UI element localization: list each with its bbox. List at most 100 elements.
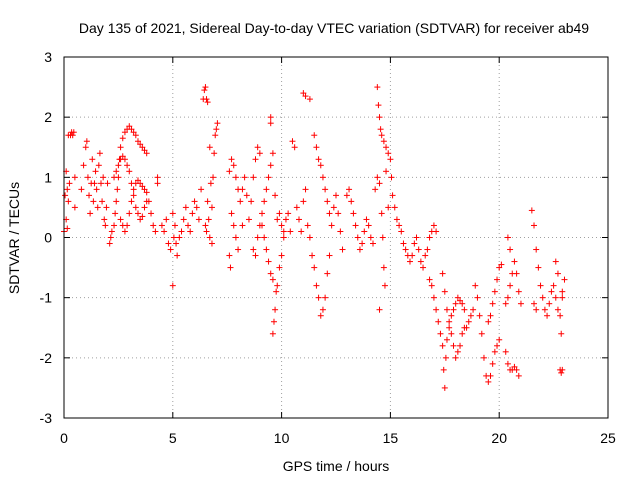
data-point	[454, 294, 461, 301]
data-point	[502, 300, 509, 307]
data-point	[106, 240, 113, 247]
data-point	[128, 198, 135, 205]
data-point	[326, 252, 333, 259]
data-point	[507, 282, 514, 289]
data-point	[62, 192, 69, 199]
data-point	[93, 186, 100, 193]
data-point	[494, 276, 501, 283]
data-point	[230, 162, 237, 169]
data-point	[559, 294, 566, 301]
data-point	[102, 222, 109, 229]
data-point	[137, 216, 144, 223]
data-point	[272, 192, 279, 199]
data-point	[276, 210, 283, 217]
data-point	[559, 288, 566, 295]
data-point	[498, 261, 505, 268]
data-point	[450, 342, 457, 349]
data-point	[66, 180, 73, 187]
data-point	[243, 192, 250, 199]
data-point	[263, 246, 270, 253]
data-point	[306, 234, 313, 241]
data-point	[161, 228, 168, 235]
data-point	[337, 228, 344, 235]
data-point	[64, 186, 71, 193]
data-points	[61, 84, 568, 391]
data-point	[448, 330, 455, 337]
data-point	[317, 312, 324, 319]
data-point	[446, 318, 453, 325]
data-point	[130, 192, 137, 199]
data-point	[531, 222, 538, 229]
y-axis-title: SDTVAR / TECUs	[6, 182, 22, 294]
data-point	[324, 270, 331, 277]
data-point	[465, 318, 472, 325]
data-point	[278, 252, 285, 259]
data-point	[457, 342, 464, 349]
data-point	[374, 174, 381, 181]
data-point	[267, 114, 274, 121]
data-point	[256, 150, 263, 157]
data-point	[145, 198, 152, 205]
data-point	[134, 138, 141, 145]
data-point	[130, 129, 137, 136]
data-point	[210, 174, 217, 181]
data-point	[206, 144, 213, 151]
data-point	[300, 90, 307, 97]
data-point	[352, 222, 359, 229]
data-point	[489, 300, 496, 307]
data-point	[269, 276, 276, 283]
data-point	[496, 264, 503, 271]
data-point	[128, 126, 135, 133]
data-point	[319, 174, 326, 181]
data-point	[437, 330, 444, 337]
data-point	[132, 132, 139, 139]
x-tick-label: 10	[274, 430, 290, 446]
data-point	[326, 210, 333, 217]
data-point	[263, 186, 270, 193]
data-point	[315, 156, 322, 163]
data-point	[361, 228, 368, 235]
data-point	[191, 198, 198, 205]
data-point	[71, 174, 78, 181]
data-point	[474, 294, 481, 301]
data-point	[114, 186, 121, 193]
data-point	[265, 174, 272, 181]
data-point	[439, 270, 446, 277]
data-point	[424, 246, 431, 253]
data-point	[333, 192, 339, 199]
data-point	[511, 363, 518, 370]
data-point	[378, 210, 385, 217]
data-point	[430, 294, 437, 301]
data-point	[328, 222, 335, 229]
data-point	[343, 192, 350, 199]
data-point	[103, 204, 110, 211]
data-point	[454, 348, 461, 355]
data-point	[550, 282, 557, 289]
data-point	[413, 234, 420, 241]
data-point	[82, 144, 89, 151]
data-point	[134, 210, 141, 217]
data-point	[278, 222, 285, 229]
data-point	[478, 330, 485, 337]
data-point	[548, 288, 555, 295]
data-point	[409, 252, 416, 259]
data-point	[158, 222, 165, 229]
data-point	[554, 306, 561, 313]
data-point	[381, 282, 388, 289]
data-point	[64, 225, 71, 232]
y-tick-label: 0	[44, 230, 52, 246]
data-point	[448, 312, 455, 319]
data-point	[126, 210, 133, 217]
data-point	[422, 252, 429, 259]
data-point	[485, 318, 492, 325]
data-point	[259, 210, 266, 217]
data-point	[206, 234, 213, 241]
data-point	[304, 222, 311, 229]
data-point	[71, 204, 78, 211]
data-point	[387, 156, 394, 163]
data-point	[535, 264, 542, 271]
data-point	[502, 348, 509, 355]
data-point	[513, 366, 520, 373]
data-point	[467, 312, 474, 319]
data-point	[112, 210, 119, 217]
